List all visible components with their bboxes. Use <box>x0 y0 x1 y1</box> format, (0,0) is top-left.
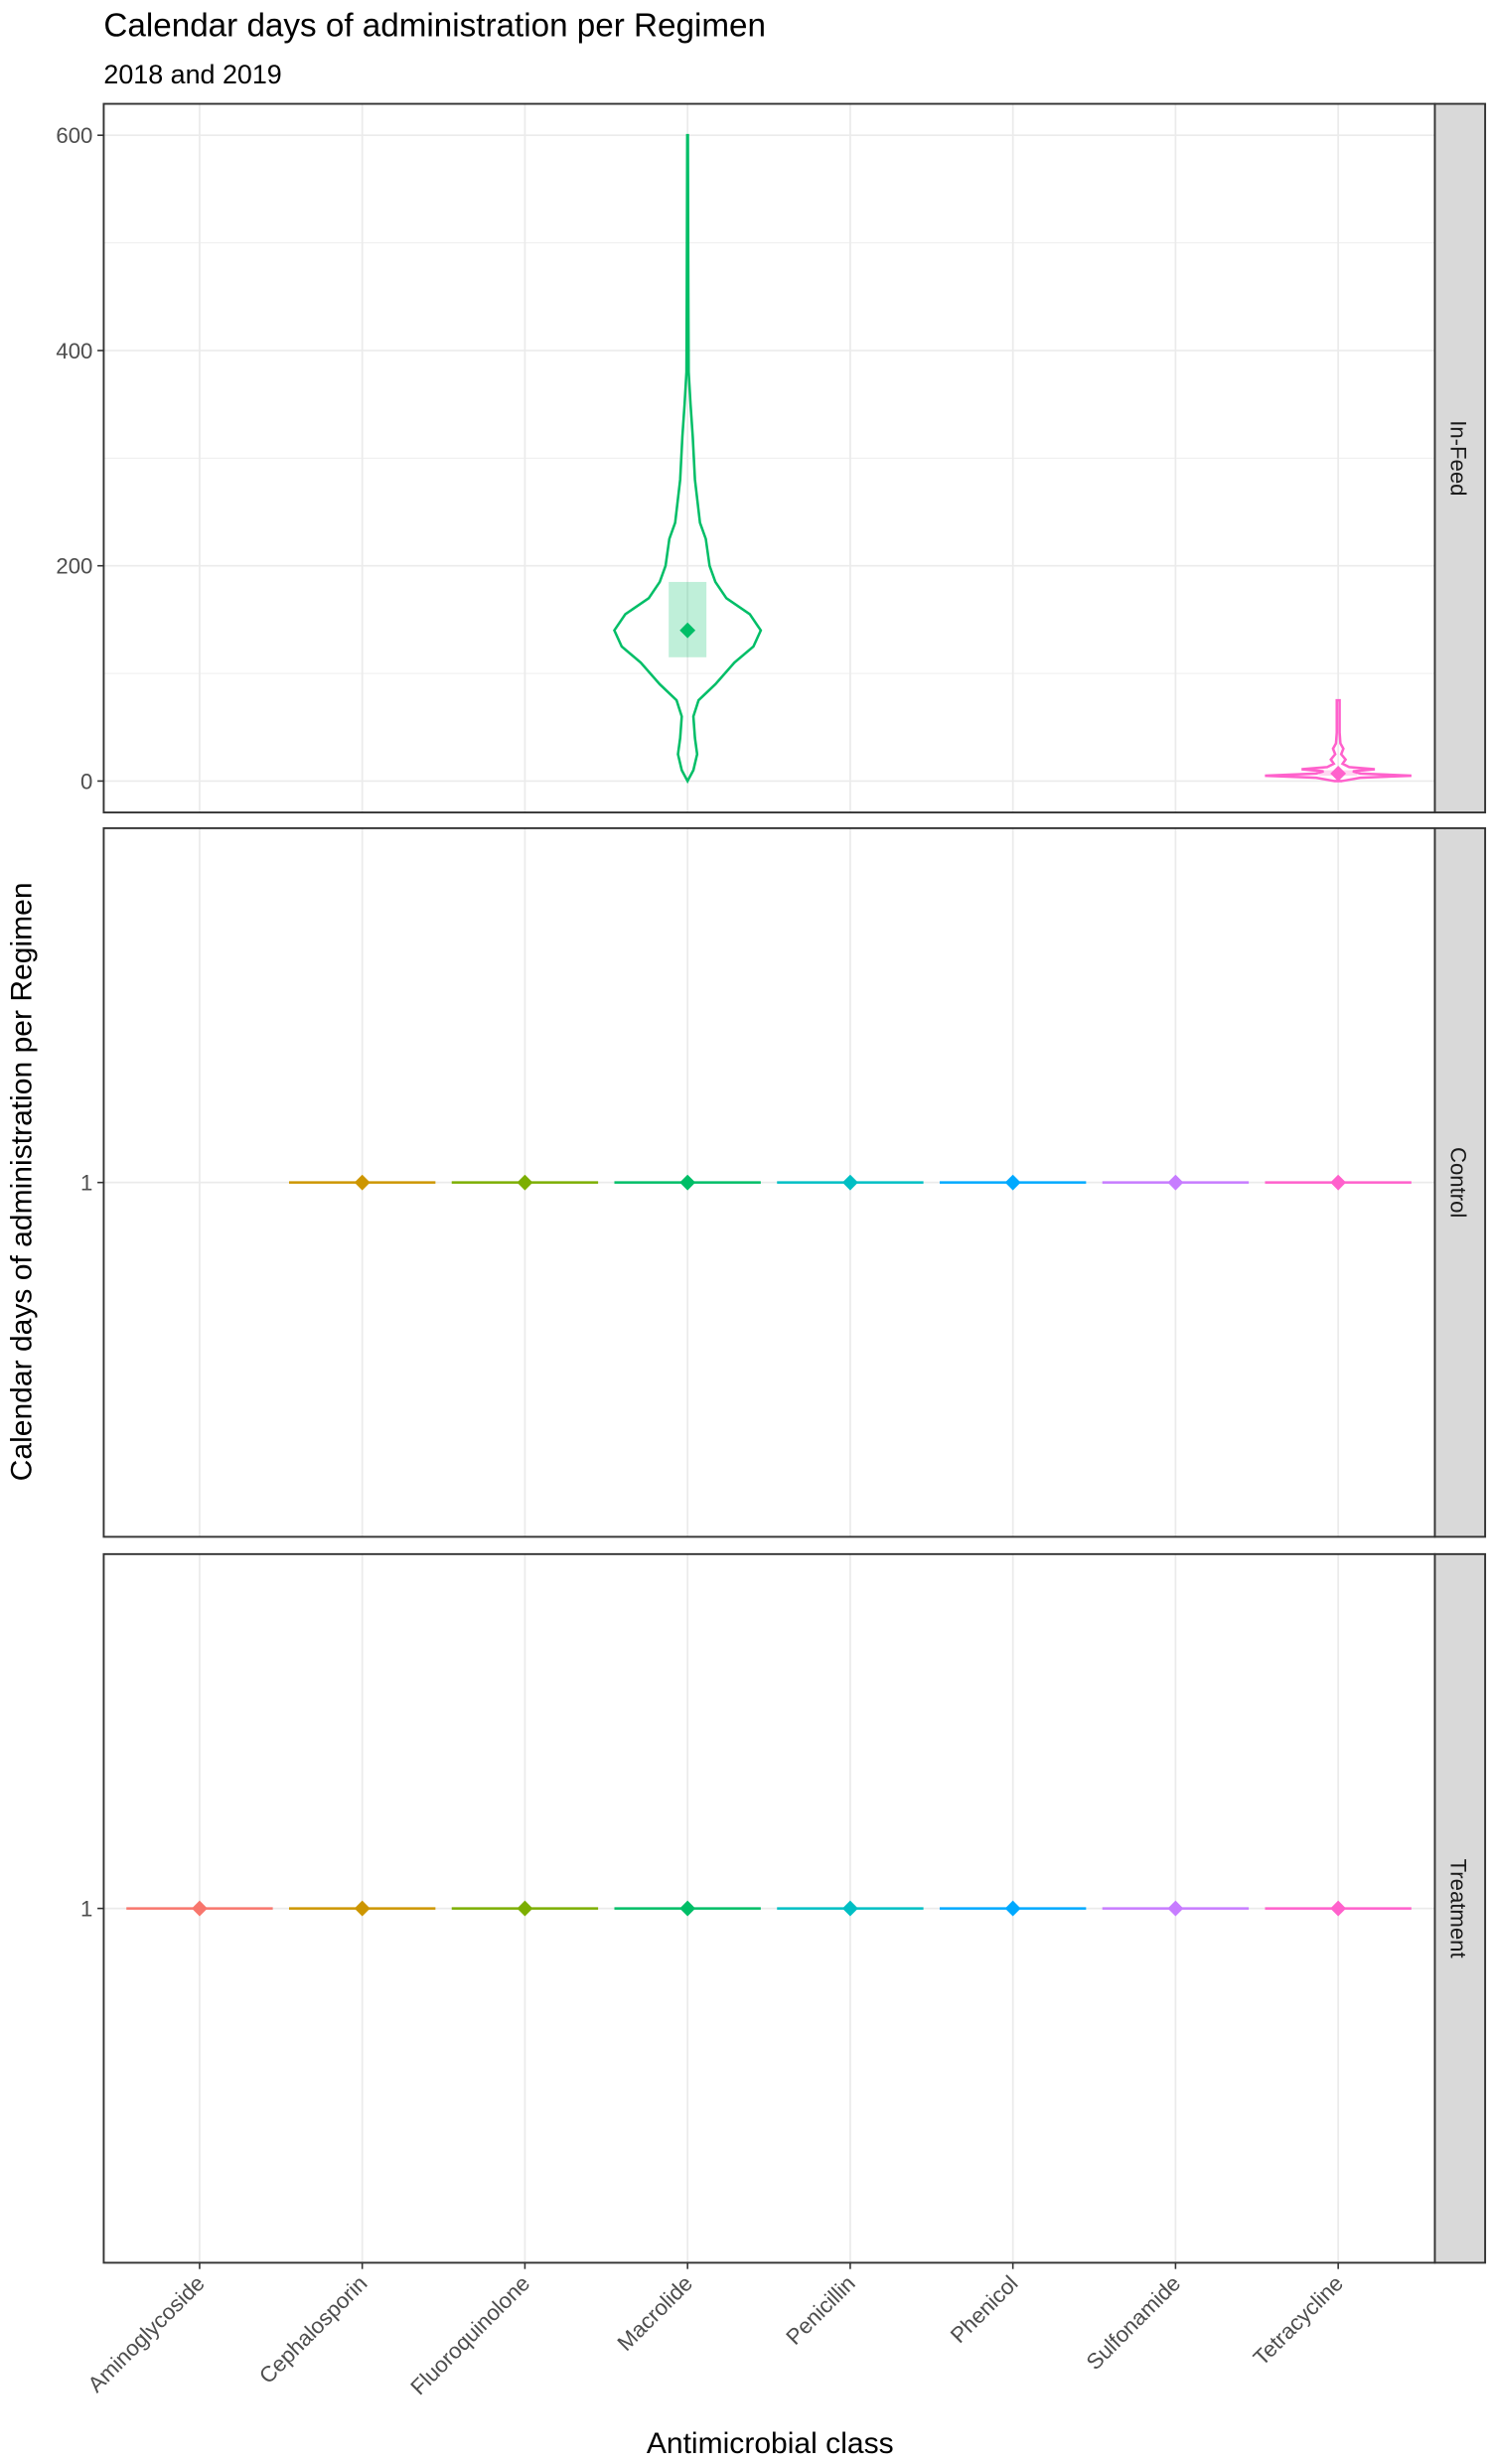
facet-strip <box>1433 826 1487 1538</box>
x-tick-label: Tetracycline <box>1249 2270 1348 2370</box>
median-point <box>842 1174 858 1191</box>
median-point <box>842 1900 858 1917</box>
x-tick-label: Cephalosporin <box>254 2270 373 2389</box>
facet-strip-label: Treatment <box>1445 1859 1470 1958</box>
y-tick-label: 1 <box>80 1897 92 1922</box>
facet-strip <box>1433 1552 1487 2264</box>
median-point <box>1167 1900 1184 1917</box>
x-tick-label: Penicillin <box>781 2270 859 2349</box>
median-point <box>354 1174 371 1191</box>
median-point <box>1004 1174 1021 1191</box>
y-tick-label: 1 <box>80 1171 92 1196</box>
y-tick-label: 200 <box>56 554 92 579</box>
median-point <box>679 1174 696 1191</box>
facet-strip <box>1433 102 1487 814</box>
median-point <box>192 1900 208 1917</box>
y-tick-label: 400 <box>56 339 92 363</box>
x-tick-label: Macrolide <box>613 2270 698 2356</box>
median-point <box>1004 1900 1021 1917</box>
iqr-box <box>669 581 707 657</box>
x-tick-label: Aminoglycoside <box>83 2270 210 2396</box>
facet-strip-label: Control <box>1445 1147 1470 1218</box>
violin-tetracycline <box>1265 698 1412 783</box>
median-point <box>1167 1174 1184 1191</box>
x-tick-label: Sulfonamide <box>1082 2270 1186 2375</box>
y-tick-label: 0 <box>80 769 92 794</box>
violin-macrolide <box>612 133 763 785</box>
x-tick-label: Fluoroquinolone <box>405 2270 534 2399</box>
facet-strip-label: In-Feed <box>1445 420 1470 496</box>
chart-title: Calendar days of administration per Regi… <box>103 8 766 45</box>
y-tick-label: 600 <box>56 123 92 148</box>
median-point <box>517 1900 533 1917</box>
x-tick-label: Phenicol <box>946 2270 1023 2348</box>
x-axis-label: Antimicrobial class <box>647 2427 894 2460</box>
median-point <box>1330 1174 1347 1191</box>
median-point <box>517 1174 533 1191</box>
chart-subtitle: 2018 and 2019 <box>103 60 281 89</box>
median-point <box>354 1900 371 1917</box>
y-axis-label: Calendar days of administration per Regi… <box>6 882 39 1481</box>
